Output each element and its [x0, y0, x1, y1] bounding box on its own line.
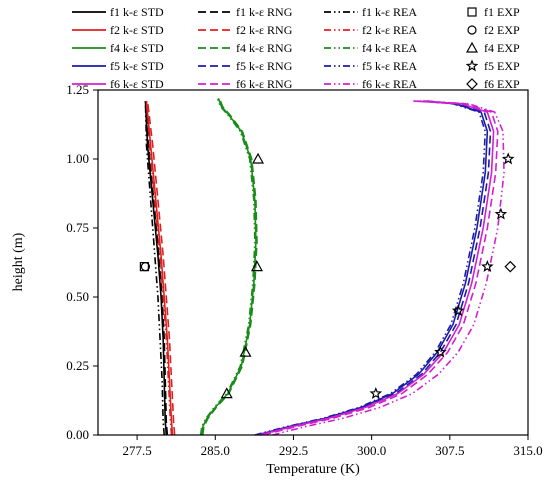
series-line-f4-solid: [200, 97, 257, 436]
x-tick-label: 285.0: [201, 443, 230, 458]
legend-label: f5 k-ε RNG: [236, 59, 293, 73]
series-line-f2-dashdotdot: [145, 100, 173, 436]
plot-markers-layer: [139, 152, 517, 399]
legend-label: f5 EXP: [484, 59, 520, 73]
legend-label: f6 k-ε STD: [110, 77, 164, 91]
y-tick-label: 0.50: [66, 289, 89, 304]
series-line-f5-solid: [256, 100, 489, 436]
legend-label: f4 k-ε REA: [362, 41, 417, 55]
exp-point-f5: [481, 260, 494, 272]
legend-label: f6 k-ε REA: [362, 77, 417, 91]
legend-label: f1 k-ε STD: [110, 5, 164, 19]
plot-frame: [97, 89, 529, 436]
exp-point-f2: [140, 262, 151, 272]
series-line-f4-dashdotdot: [199, 97, 256, 436]
legend-label: f1 EXP: [484, 5, 520, 19]
series-line-f2-dash: [146, 100, 176, 436]
exp-point-f5: [501, 152, 515, 165]
legend-label: f6 EXP: [484, 77, 520, 91]
legend-label: f5 k-ε STD: [110, 59, 164, 73]
exp-point-f4: [220, 387, 233, 399]
x-axis-title: Temperature (K): [266, 462, 360, 477]
exp-point-f4: [239, 345, 252, 357]
legend-marker-f6: [466, 78, 478, 90]
exp-point-f5: [451, 304, 465, 317]
legend-label: f4 k-ε RNG: [236, 41, 293, 55]
x-tick-label: 300.0: [357, 443, 386, 458]
legend-marker-f4: [465, 41, 479, 53]
legend-marker-f2: [467, 25, 477, 35]
series-line-f6-solid: [258, 100, 495, 436]
exp-point-f5: [369, 386, 383, 399]
series-line-f2-solid: [145, 100, 174, 436]
y-axis-title: height (m): [11, 232, 26, 291]
legend-label: f2 k-ε STD: [110, 23, 164, 37]
legend-label: f2 k-ε RNG: [236, 23, 293, 37]
series-line-f4-dash: [201, 97, 258, 436]
y-tick-label: 1.25: [66, 82, 89, 97]
legend-label: f5 k-ε REA: [362, 59, 417, 73]
legend-label: f1 k-ε RNG: [236, 5, 293, 19]
legend-label: f2 k-ε REA: [362, 23, 417, 37]
legend: f1 k-ε STD f1 k-ε RNG f1 k-ε REA f1 EXP f2 k…: [72, 5, 520, 91]
exp-point-f4: [250, 260, 263, 272]
series-line-f5-dashdotdot: [254, 100, 487, 436]
legend-marker-f5: [465, 59, 479, 72]
y-tick-label: 0.00: [66, 427, 89, 442]
exp-point-f4: [251, 152, 265, 164]
x-tick-label: 292.5: [279, 443, 308, 458]
series-line-f5-dash: [259, 100, 492, 436]
y-tick-label: 0.25: [66, 358, 89, 373]
legend-label: f4 k-ε STD: [110, 41, 164, 55]
series-line-f6-dash: [263, 100, 499, 436]
legend-label: f1 k-ε REA: [362, 5, 417, 19]
exp-point-f6: [504, 260, 517, 273]
y-tick-label: 1.00: [66, 151, 89, 166]
plot-series-layer: [144, 97, 505, 436]
legend-label: f6 k-ε RNG: [236, 77, 293, 91]
series-line-f1-dash: [145, 100, 169, 436]
legend-label: f2 EXP: [484, 23, 520, 37]
x-tick-label: 307.5: [435, 443, 464, 458]
exp-point-f5: [434, 345, 447, 358]
legend-marker-f1: [467, 7, 477, 17]
legend-label: f4 EXP: [484, 41, 520, 55]
series-line-f1-solid: [144, 101, 168, 436]
x-tick-label: 315.0: [513, 443, 542, 458]
y-tick-label: 0.75: [66, 220, 89, 235]
exp-point-f5: [494, 207, 508, 220]
x-tick-label: 277.5: [122, 443, 151, 458]
series-line-f1-dashdotdot: [144, 101, 165, 436]
axes: 277.5 285.0 292.5 300.0 307.5 315.0 0.00 0.25 0.…: [66, 82, 542, 458]
